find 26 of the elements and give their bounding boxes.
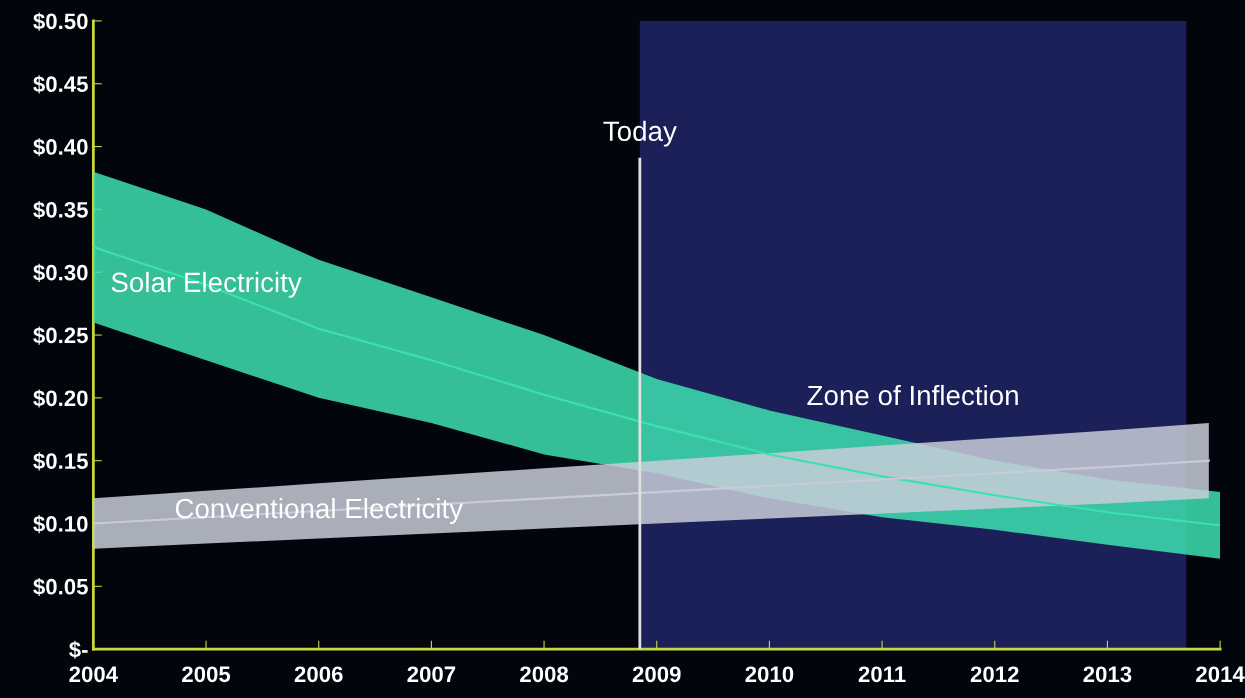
band-label: Zone of Inflection [807, 384, 1018, 406]
x-tick-label: 2004 [69, 666, 118, 683]
series-label: Conventional Electricity [175, 497, 464, 524]
x-tick-label: 2012 [970, 666, 1019, 683]
y-tick-label: $0.05 [33, 577, 88, 597]
x-tick-label: 2010 [745, 666, 794, 683]
x-tick-label: 2006 [294, 666, 343, 683]
x-tick-label: 2014 [1196, 666, 1245, 683]
y-tick-label: $0.20 [33, 389, 88, 408]
y-tick-label: $0.10 [33, 515, 88, 534]
y-tick-label: $- [69, 640, 88, 659]
x-tick-label: 2013 [1083, 666, 1132, 683]
series-label: Solar Electricity [111, 271, 302, 298]
y-tick-label: $0.50 [33, 12, 88, 31]
y-tick-label: $0.40 [33, 138, 88, 157]
y-tick-label: $0.30 [33, 263, 88, 282]
x-tick-label: 2007 [407, 666, 456, 683]
x-tick-label: 2011 [858, 666, 906, 683]
x-tick-label: 2008 [520, 666, 569, 683]
ref-line-label: Today [603, 120, 677, 147]
y-tick-label: $0.35 [33, 200, 88, 220]
y-tick-label: $0.25 [33, 326, 88, 345]
x-tick-label: 2005 [182, 666, 231, 683]
y-tick-label: $0.15 [33, 452, 88, 471]
y-tick-label: $0.45 [33, 75, 88, 94]
x-tick-label: 2009 [632, 666, 681, 683]
